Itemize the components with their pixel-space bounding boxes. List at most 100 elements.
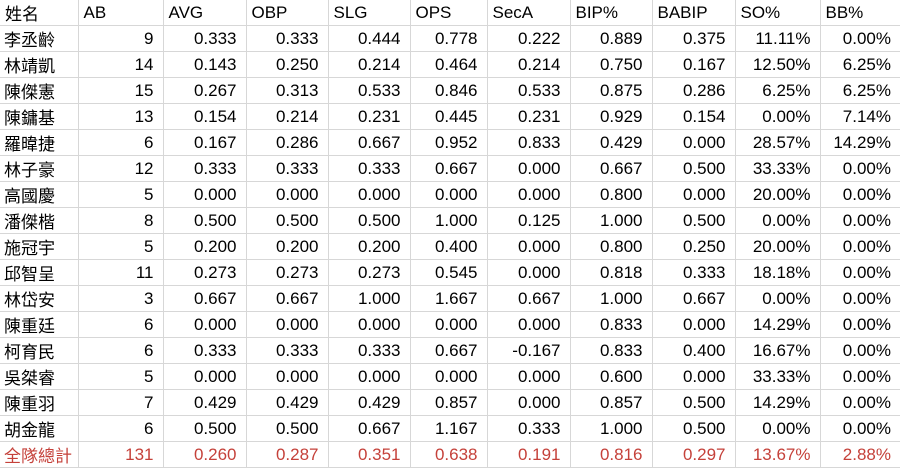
header-cell-slg[interactable]: SLG [328,0,411,26]
cell-avg[interactable]: 0.667 [163,285,247,312]
cell-name[interactable]: 陳傑憲 [0,77,79,104]
cell-name[interactable]: 高國慶 [0,181,79,208]
cell-babip[interactable]: 0.400 [652,337,736,364]
cell-babip[interactable]: 0.000 [652,363,736,390]
cell-name[interactable]: 胡金龍 [0,415,79,442]
cell-bb-pct[interactable]: 0.00% [820,337,900,364]
cell-babip[interactable]: 0.000 [652,181,736,208]
cell-bb-pct[interactable]: 0.00% [820,311,900,338]
cell-ops[interactable]: 0.545 [410,259,488,286]
cell-so-pct[interactable]: 6.25% [735,77,821,104]
cell-obp[interactable]: 0.200 [246,233,329,260]
cell-obp[interactable]: 0.333 [246,337,329,364]
cell-obp[interactable]: 0.000 [246,311,329,338]
cell-so-pct[interactable]: 12.50% [735,51,821,78]
cell-so-pct[interactable]: 20.00% [735,181,821,208]
cell-name[interactable]: 林子豪 [0,155,79,182]
cell-obp[interactable]: 0.273 [246,259,329,286]
total-cell-ab[interactable]: 131 [78,441,164,468]
cell-bip-pct[interactable]: 0.750 [570,51,653,78]
cell-babip[interactable]: 0.000 [652,129,736,156]
cell-avg[interactable]: 0.267 [163,77,247,104]
cell-so-pct[interactable]: 20.00% [735,233,821,260]
cell-bip-pct[interactable]: 0.600 [570,363,653,390]
cell-bb-pct[interactable]: 0.00% [820,285,900,312]
cell-slg[interactable]: 1.000 [328,285,411,312]
cell-babip[interactable]: 0.154 [652,103,736,130]
cell-seca[interactable]: -0.167 [487,337,571,364]
cell-ab[interactable]: 15 [78,77,164,104]
cell-slg[interactable]: 0.200 [328,233,411,260]
cell-ab[interactable]: 13 [78,103,164,130]
cell-bb-pct[interactable]: 14.29% [820,129,900,156]
cell-ab[interactable]: 9 [78,25,164,52]
cell-name[interactable]: 林靖凱 [0,51,79,78]
cell-so-pct[interactable]: 33.33% [735,155,821,182]
cell-seca[interactable]: 0.000 [487,233,571,260]
cell-ab[interactable]: 6 [78,337,164,364]
cell-slg[interactable]: 0.273 [328,259,411,286]
cell-obp[interactable]: 0.429 [246,389,329,416]
header-cell-name[interactable]: 姓名 [0,0,79,26]
cell-name[interactable]: 邱智呈 [0,259,79,286]
cell-ops[interactable]: 0.464 [410,51,488,78]
cell-babip[interactable]: 0.250 [652,233,736,260]
cell-obp[interactable]: 0.000 [246,363,329,390]
cell-slg[interactable]: 0.500 [328,207,411,234]
cell-ab[interactable]: 6 [78,415,164,442]
cell-ops[interactable]: 0.667 [410,155,488,182]
cell-bip-pct[interactable]: 0.800 [570,233,653,260]
cell-slg[interactable]: 0.533 [328,77,411,104]
total-cell-name[interactable]: 全隊總計 [0,441,79,468]
cell-babip[interactable]: 0.500 [652,389,736,416]
cell-slg[interactable]: 0.429 [328,389,411,416]
cell-avg[interactable]: 0.200 [163,233,247,260]
cell-bip-pct[interactable]: 1.000 [570,285,653,312]
cell-babip[interactable]: 0.286 [652,77,736,104]
cell-ab[interactable]: 12 [78,155,164,182]
cell-babip[interactable]: 0.500 [652,207,736,234]
cell-slg[interactable]: 0.667 [328,415,411,442]
cell-seca[interactable]: 0.833 [487,129,571,156]
cell-avg[interactable]: 0.500 [163,207,247,234]
cell-obp[interactable]: 0.214 [246,103,329,130]
cell-seca[interactable]: 0.231 [487,103,571,130]
cell-slg[interactable]: 0.214 [328,51,411,78]
cell-so-pct[interactable]: 14.29% [735,311,821,338]
cell-ops[interactable]: 0.000 [410,363,488,390]
cell-seca[interactable]: 0.125 [487,207,571,234]
cell-slg[interactable]: 0.444 [328,25,411,52]
cell-bb-pct[interactable]: 0.00% [820,415,900,442]
cell-avg[interactable]: 0.333 [163,25,247,52]
cell-slg[interactable]: 0.333 [328,155,411,182]
cell-ops[interactable]: 0.000 [410,181,488,208]
cell-avg[interactable]: 0.429 [163,389,247,416]
total-cell-bb-pct[interactable]: 2.88% [820,441,900,468]
cell-bb-pct[interactable]: 0.00% [820,233,900,260]
cell-ops[interactable]: 1.667 [410,285,488,312]
cell-obp[interactable]: 0.500 [246,207,329,234]
cell-avg[interactable]: 0.154 [163,103,247,130]
cell-avg[interactable]: 0.500 [163,415,247,442]
cell-bb-pct[interactable]: 0.00% [820,207,900,234]
cell-ops[interactable]: 0.952 [410,129,488,156]
cell-bip-pct[interactable]: 0.800 [570,181,653,208]
cell-seca[interactable]: 0.000 [487,155,571,182]
cell-name[interactable]: 潘傑楷 [0,207,79,234]
cell-bip-pct[interactable]: 0.667 [570,155,653,182]
cell-obp[interactable]: 0.333 [246,25,329,52]
cell-babip[interactable]: 0.167 [652,51,736,78]
cell-name[interactable]: 吳桀睿 [0,363,79,390]
cell-seca[interactable]: 0.000 [487,259,571,286]
cell-name[interactable]: 陳重羽 [0,389,79,416]
cell-ab[interactable]: 7 [78,389,164,416]
cell-bb-pct[interactable]: 6.25% [820,51,900,78]
cell-ops[interactable]: 0.000 [410,311,488,338]
cell-ab[interactable]: 5 [78,181,164,208]
cell-name[interactable]: 柯育民 [0,337,79,364]
cell-avg[interactable]: 0.000 [163,311,247,338]
cell-ops[interactable]: 0.445 [410,103,488,130]
cell-bb-pct[interactable]: 0.00% [820,389,900,416]
cell-name[interactable]: 陳鏞基 [0,103,79,130]
cell-bb-pct[interactable]: 0.00% [820,25,900,52]
